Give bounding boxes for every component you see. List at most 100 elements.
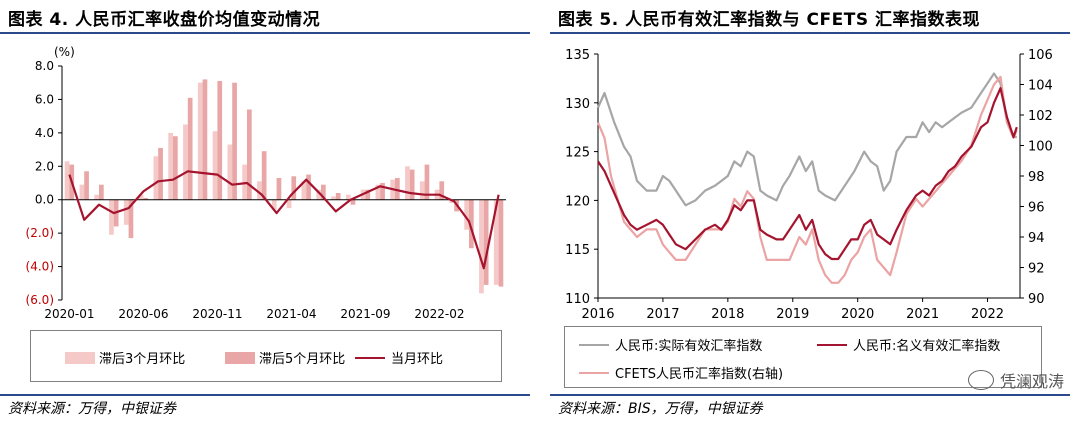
bar-lag3 [405,166,410,200]
y-right-tick-label: 102 [1028,109,1053,124]
bar-lag3 [94,194,99,200]
bar-lag5 [380,183,385,200]
x-tick-label: 2022 [971,307,1004,322]
y-tick-label: 2.0 [35,159,54,173]
bar-lag5 [306,174,311,200]
bar-lag3 [316,189,321,200]
bar-lag5 [143,198,149,200]
legend-label-neer: 人民币:名义有效汇率指数 [853,339,1001,354]
y-tick-label: 4.0 [35,126,54,140]
legend-label-lag3: 滞后3个月环比 [99,352,186,367]
bar-lag5 [439,181,445,200]
bar-lag5 [395,178,400,200]
bar-lag5 [128,199,134,239]
bar-lag3 [493,199,499,285]
line-cfets [596,75,1018,284]
y-left-tick-label: 120 [565,194,590,209]
legend-item-cfets: CFETS人民币汇率指数(右轴) [579,363,783,382]
y-right-tick-label: 98 [1028,170,1045,185]
y-right-tick-label: 94 [1028,231,1045,246]
legend-swatch-lag3 [65,351,95,364]
bar-lag5 [350,199,356,205]
x-tick-label: 2018 [711,307,744,322]
bar-lag5 [99,184,104,200]
bar-lag3 [479,199,484,294]
bar-lag3 [301,181,307,200]
bar-lag5 [158,147,163,200]
bar-lag3 [464,199,469,230]
bar-lag3 [271,199,277,210]
x-tick-label: 2020-01 [44,307,94,321]
bar-lag3 [109,199,114,235]
y-unit-label: (%) [54,45,75,59]
x-tick-label: 2021 [906,307,939,322]
line-reer [596,72,1017,207]
legend-label-current: 当月环比 [391,352,444,367]
bar-lag3 [257,181,262,200]
legend-label-cfets: CFETS人民币汇率指数(右轴) [615,367,784,382]
legend-swatch-lag5 [225,351,255,364]
bar-lag5 [202,79,208,200]
y-right-tick-label: 90 [1028,292,1045,307]
source-rule [550,394,1070,396]
bar-lag5 [217,81,223,200]
x-tick-label: 2020-11 [192,307,242,321]
figure-4-panel: 图表 4. 人民币汇率收盘价均值变动情况 (%) 8.0 6.0 4.0 2.0 0.0(… [0,0,530,430]
bar-lag3 [138,194,144,200]
bar-lag3 [168,132,173,200]
x-tick-label: 2022-02 [414,307,464,321]
bar-lag5 [247,109,252,200]
legend-swatch-neer [817,343,847,346]
bar-lag3 [227,144,233,200]
bar-lag5 [498,199,504,287]
bar-lag5 [232,82,237,200]
legend-swatch-current [355,356,385,359]
y-left-tick-label: 130 [565,97,590,112]
bar-lag5 [173,136,178,200]
y-tick-label: 8.0 [35,59,54,73]
y-right-tick-label: 96 [1028,201,1045,216]
x-tick-label: 2016 [581,307,614,322]
figure-4-title: 图表 4. 人民币汇率收盘价均值变动情况 [8,10,321,30]
y-right-tick-label: 92 [1028,262,1045,277]
legend-item-current: 当月环比 [355,348,443,367]
source-rule [0,394,530,396]
y-right-tick-label: 104 [1028,79,1053,94]
bar-lag5 [321,184,326,200]
bar-lag3 [242,164,247,200]
line-current-month [68,170,500,270]
bar-lag3 [79,184,85,200]
legend-swatch-cfets [579,371,609,374]
wechat-icon [967,370,994,390]
y-left-tick-label: 135 [565,48,590,63]
bar-lag3 [197,82,203,200]
title-rule [0,32,530,34]
y-left-tick-label: 110 [565,292,590,307]
figure-5-legend: 人民币:实际有效汇率指数 人民币:名义有效汇率指数 CFETS人民币汇率指数(右… [564,326,1042,388]
x-tick-label: 2020 [841,307,874,322]
y-tick-label: (4.0) [26,260,54,274]
watermark-text: 凭澜观涛 [999,372,1064,391]
legend-item-reer: 人民币:实际有效汇率指数 [579,335,762,354]
bar-lag5 [409,169,415,200]
bar-lag3 [286,199,292,209]
bar-lag3 [331,196,336,200]
figure-4-source: 资料来源：万得，中银证券 [8,401,176,417]
x-tick-label: 2021-04 [266,307,316,321]
legend-label-lag5: 滞后5个月环比 [259,352,346,367]
bar-lag5 [187,97,193,200]
bar-lag5 [84,171,89,200]
bar-lag5 [276,178,282,200]
x-tick-label: 2020-06 [118,307,168,321]
watermark: 凭澜观涛 [967,368,1064,392]
bar-lag3 [183,124,188,200]
y-tick-label: 0.0 [35,193,54,207]
bar-lag5 [469,199,474,249]
bar-lag5 [261,151,267,200]
figure-4-chart: (%)8.0 6.0 4.0 2.0 0.0 (2.0) (4.0) (6.0)2020-01… [26,45,506,321]
figure-5-chart: 135 130 125 120 115 110 106 104 102 100 98 96 94 92 90… [565,48,1053,322]
y-tick-label: (2.0) [26,226,54,240]
y-tick-label: (6.0) [26,293,54,307]
legend-swatch-reer [579,343,609,346]
bar-lag5 [365,189,371,200]
